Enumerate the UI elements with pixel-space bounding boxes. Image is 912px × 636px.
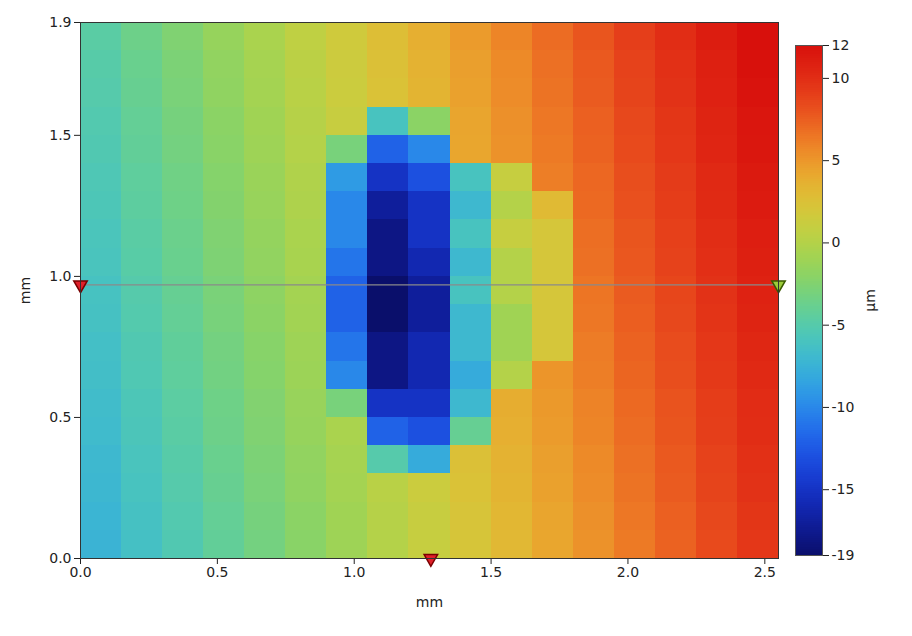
svg-text:2.0: 2.0 (617, 564, 639, 580)
svg-text:1.9: 1.9 (49, 14, 71, 30)
svg-text:1.0: 1.0 (343, 564, 365, 580)
svg-text:10: 10 (832, 70, 850, 86)
svg-text:1.0: 1.0 (49, 268, 71, 284)
svg-text:5: 5 (832, 152, 841, 168)
svg-text:0.0: 0.0 (69, 564, 91, 580)
svg-text:-19: -19 (832, 547, 855, 563)
svg-text:-15: -15 (832, 481, 855, 497)
svg-text:0.5: 0.5 (49, 409, 71, 425)
svg-text:-10: -10 (832, 399, 855, 415)
svg-text:1.5: 1.5 (480, 564, 502, 580)
svg-text:12: 12 (832, 37, 850, 53)
svg-text:2.5: 2.5 (754, 564, 776, 580)
svg-text:µm: µm (862, 289, 878, 312)
svg-text:0.5: 0.5 (206, 564, 228, 580)
svg-text:mm: mm (17, 277, 33, 304)
svg-text:0: 0 (832, 234, 841, 250)
svg-text:-5: -5 (832, 317, 846, 333)
svg-text:1.5: 1.5 (49, 127, 71, 143)
svg-text:0.0: 0.0 (49, 550, 71, 566)
svg-text:mm: mm (416, 594, 443, 610)
